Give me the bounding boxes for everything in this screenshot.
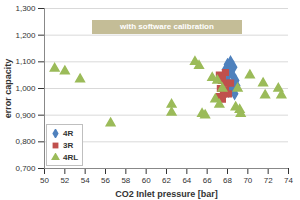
html-text:4RL: 4RL (63, 152, 79, 162)
svg-text:56: 56 (101, 176, 110, 185)
svg-text:54: 54 (81, 176, 90, 185)
svg-text:1,100: 1,100 (15, 57, 36, 66)
svg-text:0,900: 0,900 (15, 111, 36, 120)
svg-text:72: 72 (264, 176, 273, 185)
svg-text:52: 52 (60, 176, 69, 185)
svg-text:70: 70 (243, 176, 252, 185)
html-text:3R: 3R (63, 140, 74, 150)
svg-text:1,200: 1,200 (15, 31, 36, 40)
svg-text:74: 74 (284, 176, 293, 185)
svg-text:60: 60 (142, 176, 151, 185)
svg-text:50: 50 (40, 176, 49, 185)
svg-text:66: 66 (203, 176, 212, 185)
svg-text:0,800: 0,800 (15, 137, 36, 146)
svg-text:CO2 Inlet pressure [bar]: CO2 Inlet pressure [bar] (115, 189, 218, 199)
svg-text:1,000: 1,000 (15, 84, 36, 93)
html-text:with software calibration: with software calibration (120, 22, 214, 31)
svg-text:1,300: 1,300 (15, 4, 36, 13)
svg-text:62: 62 (162, 176, 171, 185)
svg-text:0,700: 0,700 (15, 164, 36, 173)
svg-text:68: 68 (223, 176, 232, 185)
svg-text:error capacity: error capacity (3, 59, 13, 119)
svg-text:58: 58 (121, 176, 130, 185)
svg-text:64: 64 (182, 176, 191, 185)
html-text:4R: 4R (63, 128, 74, 138)
